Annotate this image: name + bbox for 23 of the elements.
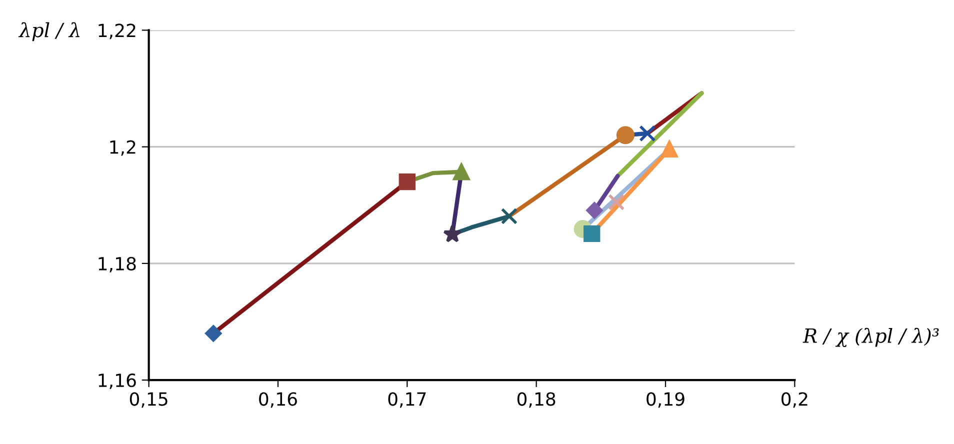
y-tick-label: 1,22 bbox=[98, 24, 136, 40]
y-axis-title: λpl / λ bbox=[18, 22, 80, 42]
point bbox=[453, 164, 470, 180]
y-tick-label: 1,18 bbox=[98, 256, 136, 272]
point bbox=[500, 208, 518, 225]
point bbox=[398, 173, 416, 190]
point bbox=[661, 140, 678, 158]
point bbox=[608, 194, 625, 211]
x-tick-label: 0,19 bbox=[646, 392, 684, 408]
x-tick-label: 0,2 bbox=[782, 392, 808, 408]
y-tick-label: 1,2 bbox=[110, 140, 136, 156]
x-tick-label: 0,18 bbox=[517, 392, 556, 408]
x-tick-label: 0,17 bbox=[388, 392, 426, 408]
x-tick-label: 0,16 bbox=[259, 392, 297, 408]
y-tick-label: 1,16 bbox=[98, 374, 136, 390]
point bbox=[639, 125, 656, 142]
point bbox=[586, 202, 603, 219]
point bbox=[205, 325, 222, 342]
x-tick-label: 0,15 bbox=[130, 392, 168, 408]
point bbox=[443, 224, 462, 242]
point bbox=[616, 126, 634, 144]
point bbox=[584, 225, 600, 242]
x-axis-title: R / χ (λpl / λ)³ bbox=[802, 328, 939, 348]
